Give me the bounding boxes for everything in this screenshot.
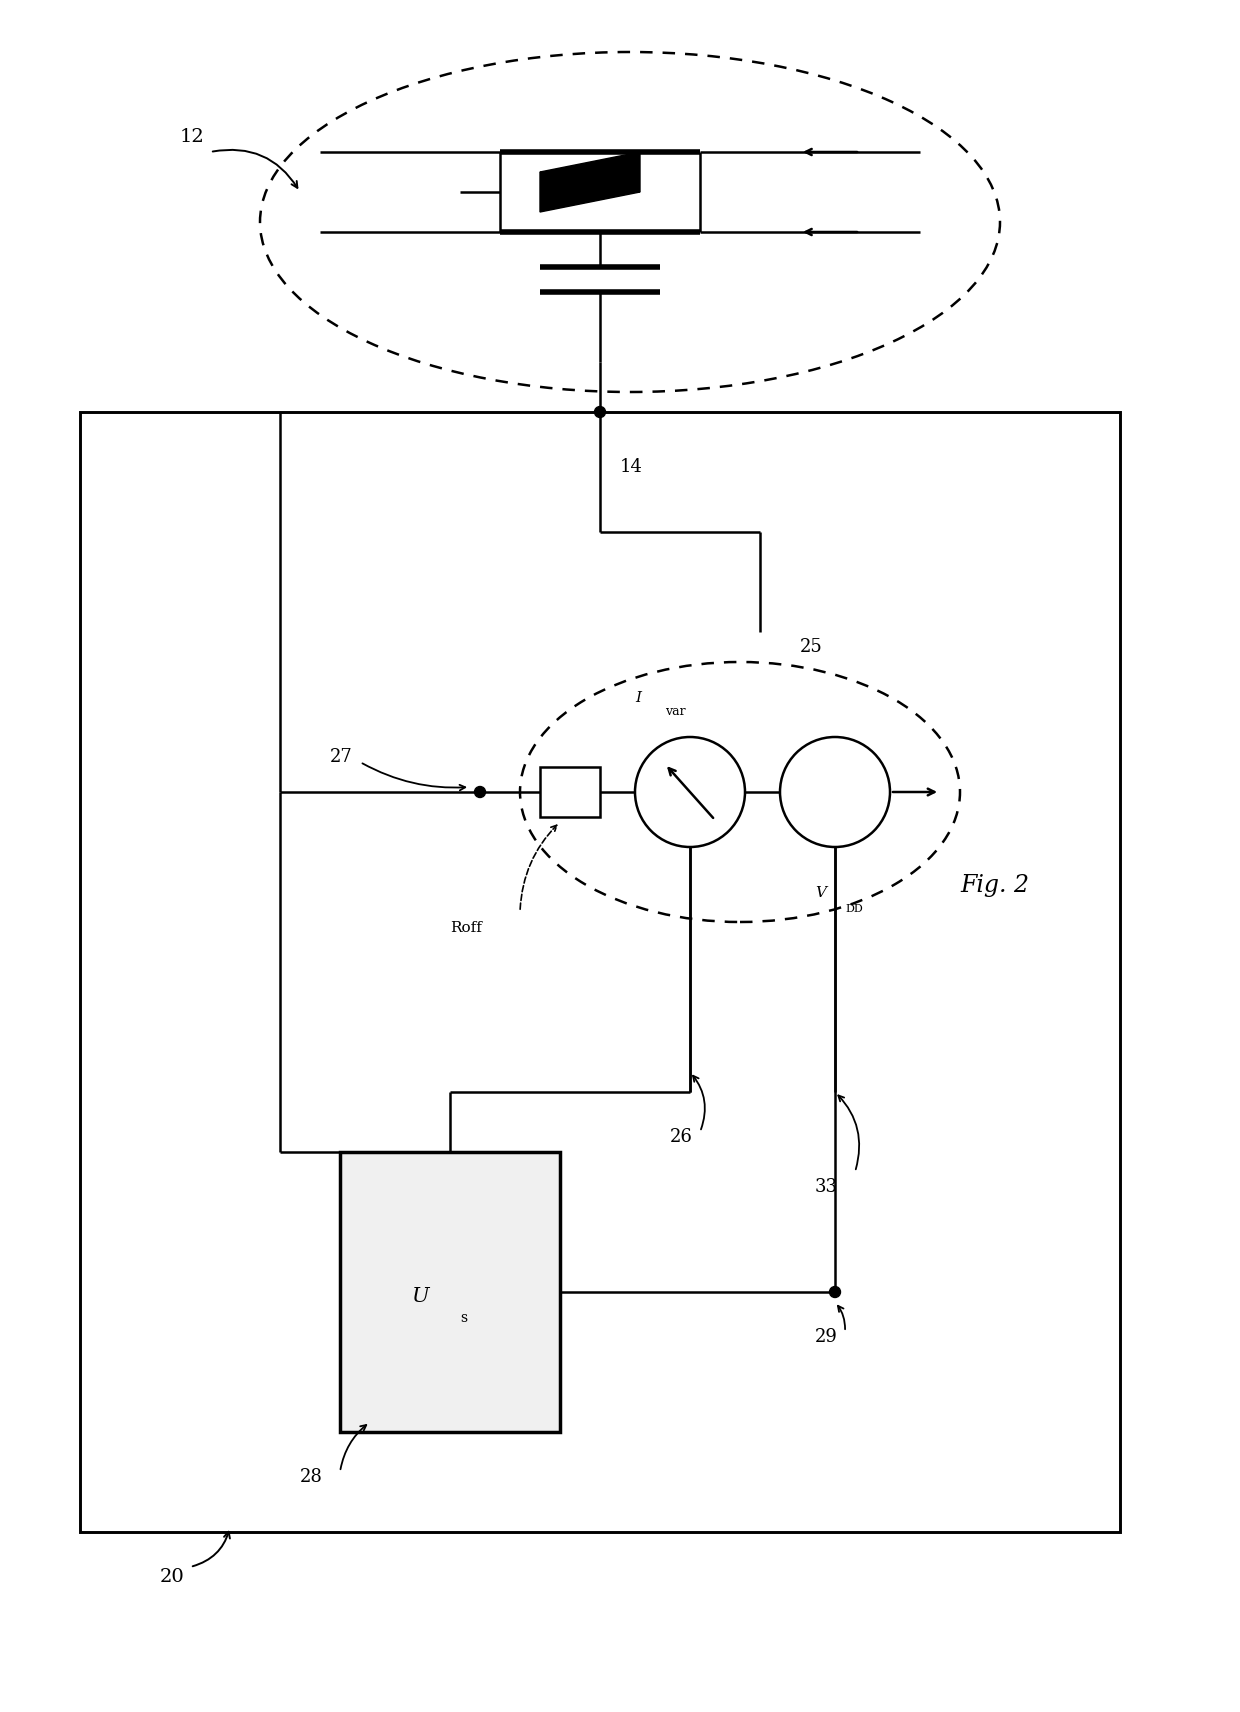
FancyArrowPatch shape [838,1306,846,1329]
Text: U: U [412,1287,429,1306]
Text: Fig. 2: Fig. 2 [960,875,1029,897]
Bar [81,413,1120,1532]
FancyArrowPatch shape [362,764,465,791]
Text: I: I [635,692,641,705]
Text: 25: 25 [800,639,823,656]
Text: 26: 26 [670,1128,693,1145]
Text: V: V [815,887,826,901]
Text: 29: 29 [815,1329,838,1346]
Text: 28: 28 [300,1467,322,1486]
Bar [340,1152,560,1431]
FancyArrowPatch shape [693,1075,704,1130]
Text: 20: 20 [160,1568,185,1585]
FancyArrowPatch shape [192,1532,229,1566]
Text: DD: DD [844,904,863,914]
Text: 14: 14 [620,459,642,476]
Text: s: s [460,1311,467,1325]
Circle shape [594,406,605,418]
Polygon shape [539,171,640,212]
Circle shape [780,736,890,847]
Circle shape [830,1286,841,1298]
FancyArrowPatch shape [341,1424,366,1469]
Polygon shape [539,152,640,192]
Text: var: var [665,705,686,717]
FancyArrowPatch shape [838,1096,859,1169]
FancyArrowPatch shape [213,151,298,188]
Text: 27: 27 [330,748,352,765]
Bar [539,767,600,817]
Circle shape [475,786,486,798]
FancyArrowPatch shape [520,825,557,909]
Text: 33: 33 [815,1178,838,1197]
Text: Roff: Roff [450,921,482,935]
Text: 12: 12 [180,128,205,146]
Circle shape [635,736,745,847]
